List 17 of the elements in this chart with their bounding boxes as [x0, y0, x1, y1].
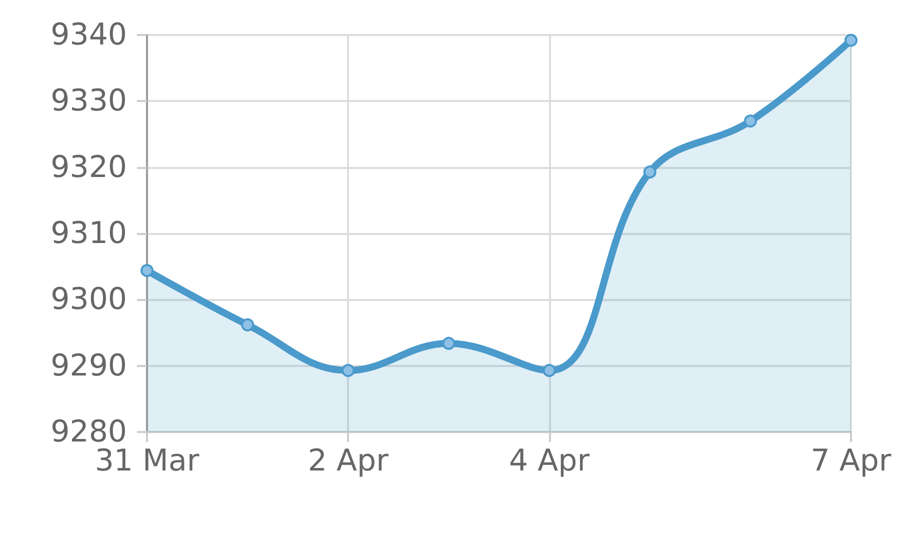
y-tick-label: 9290 — [50, 348, 127, 384]
point — [442, 336, 456, 350]
point — [140, 264, 154, 278]
y-tick-label: 9330 — [50, 84, 127, 119]
point — [542, 364, 556, 377]
point — [342, 364, 355, 377]
point — [844, 34, 858, 47]
y-tick-label: 9300 — [50, 282, 127, 318]
x-tick-label: 2 Apr — [308, 444, 390, 478]
y-tick-label: 9340 — [50, 18, 127, 52]
x-tick-label: 7 Apr — [810, 444, 892, 478]
x-tick-label: 4 Apr — [509, 444, 590, 478]
point — [643, 165, 656, 178]
y-tick-label: 9310 — [50, 216, 127, 251]
y-tick-label: 9320 — [50, 150, 127, 185]
point — [744, 114, 757, 128]
point — [241, 318, 254, 332]
